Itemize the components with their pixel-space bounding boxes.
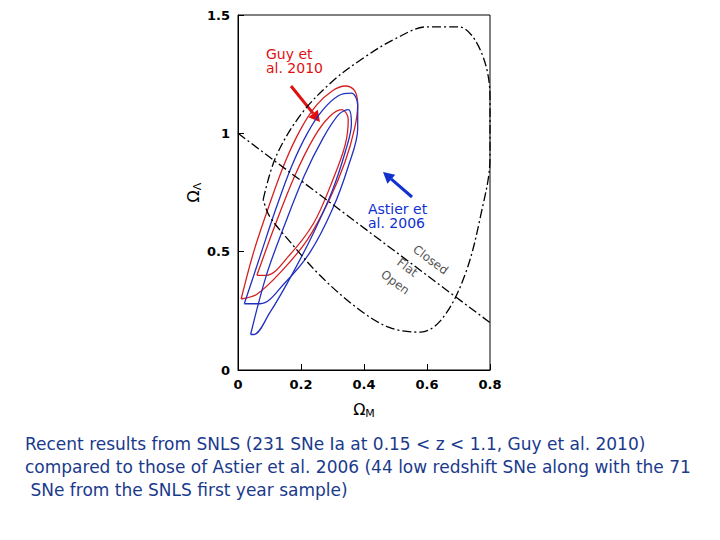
svg-text:0.2: 0.2 xyxy=(289,377,312,392)
svg-text:0: 0 xyxy=(221,363,230,378)
svg-text:Astier et: Astier et xyxy=(368,201,432,217)
svg-text:1.5: 1.5 xyxy=(207,8,230,23)
svg-text:Flat: Flat xyxy=(394,255,421,280)
svg-text:0.8: 0.8 xyxy=(478,377,501,392)
svg-text:Recent results from SNLS (231: Recent results from SNLS (231 SNe Ia at … xyxy=(25,434,651,454)
svg-text:compared to those of Astier et: compared to those of Astier et al. 2006 … xyxy=(25,457,691,477)
svg-text:Λ: Λ xyxy=(191,182,204,190)
svg-text:al. 2006: al. 2006 xyxy=(368,215,425,231)
svg-text:Open: Open xyxy=(378,267,412,297)
svg-text:1: 1 xyxy=(221,126,230,141)
svg-text:Closed: Closed xyxy=(410,242,451,278)
svg-text:0.6: 0.6 xyxy=(415,377,438,392)
svg-text:M: M xyxy=(365,407,375,420)
svg-text:0.5: 0.5 xyxy=(207,244,230,259)
svg-text:0: 0 xyxy=(233,377,242,392)
svg-text:Ω: Ω xyxy=(353,400,365,419)
svg-text:al. 2010: al. 2010 xyxy=(266,60,323,76)
svg-text:SNe from the SNLS first year s: SNe from the SNLS first year sample) xyxy=(25,480,348,500)
svg-text:0.4: 0.4 xyxy=(352,377,375,392)
svg-text:Ω: Ω xyxy=(184,190,203,202)
svg-text:Guy et: Guy et xyxy=(266,46,317,62)
